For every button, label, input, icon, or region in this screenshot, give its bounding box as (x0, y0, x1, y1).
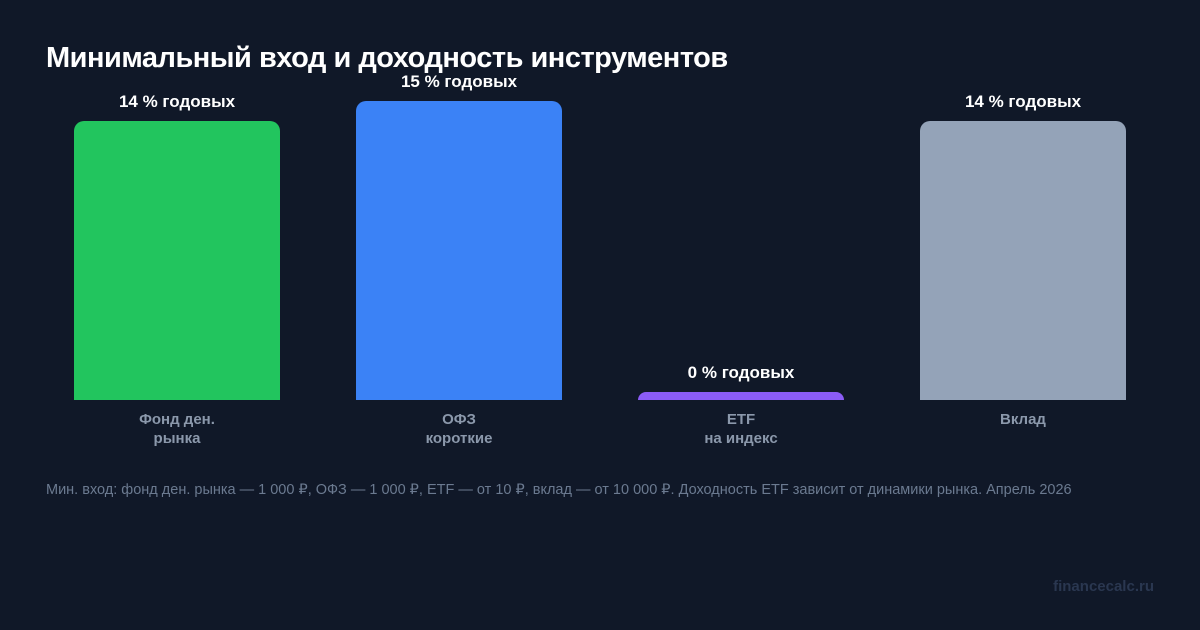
category-label-2: ETF на индекс (704, 411, 778, 447)
bar-column-3: 14 % годовых (920, 92, 1126, 400)
bar-value-label: 15 % годовых (400, 72, 518, 91)
chart-title: Минимальный вход и доходность инструмент… (46, 42, 728, 74)
category-label-0: Фонд ден. рынка (139, 411, 215, 447)
bar-column-2: 0 % годовых (638, 363, 844, 400)
bar-column-1: 15 % годовых (356, 72, 562, 400)
watermark-text: financecalc.ru (1053, 578, 1154, 595)
footnote-text: Мин. вход: фонд ден. рынка — 1 000 ₽, ОФ… (46, 482, 1072, 498)
bar-3 (920, 121, 1126, 400)
bar-value-label: 0 % годовых (687, 363, 795, 382)
category-label-1: ОФЗ короткие (425, 411, 493, 447)
bar-0 (74, 121, 280, 400)
bar-column-0: 14 % годовых (74, 92, 280, 400)
bar-1 (356, 101, 562, 400)
bar-value-label: 14 % годовых (964, 92, 1082, 111)
category-label-3: Вклад (1000, 411, 1046, 428)
bar-value-label: 14 % годовых (118, 92, 236, 111)
bar-2 (638, 392, 844, 400)
